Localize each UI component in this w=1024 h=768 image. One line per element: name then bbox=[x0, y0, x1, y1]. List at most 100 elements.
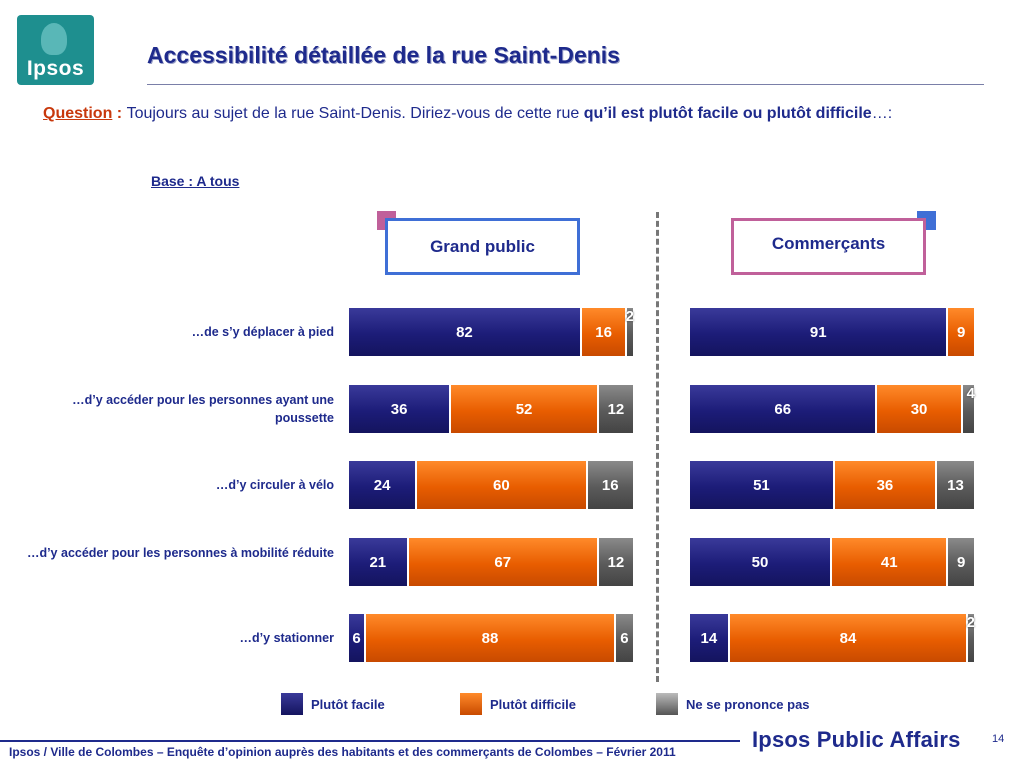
row-label-4: …d’y accéder pour les personnes à mobili… bbox=[26, 546, 334, 560]
bar-segment-plutot-facile: 36 bbox=[349, 385, 452, 433]
data-label: 51 bbox=[753, 476, 770, 494]
bar-segment-plutot-difficile: 52 bbox=[451, 385, 599, 433]
data-label: 16 bbox=[595, 323, 612, 341]
legend-label-plutot-facile: Plutôt facile bbox=[311, 696, 385, 712]
panel-title-commercants: Commerçants bbox=[771, 234, 886, 253]
row-label-2: …d’y accéder pour les personnes ayant un… bbox=[72, 393, 334, 425]
question-text: Question : Toujours au sujet de la rue S… bbox=[43, 102, 980, 126]
bar-row-p1-r4: 21 67 12 bbox=[349, 538, 633, 586]
title-divider bbox=[147, 84, 984, 85]
data-label: 50 bbox=[751, 553, 769, 571]
data-label: 12 bbox=[607, 553, 625, 571]
footer-divider bbox=[0, 740, 740, 742]
data-label: 24 bbox=[373, 476, 391, 494]
data-label: 52 bbox=[515, 400, 533, 418]
data-label: 30 bbox=[910, 400, 928, 418]
row-label-1: …de s’y déplacer à pied bbox=[191, 325, 334, 339]
base-label: Base : A tous bbox=[151, 173, 240, 189]
bar-segment-ne-se-prononce-pas: 9 bbox=[948, 538, 974, 586]
data-label: 6 bbox=[620, 629, 629, 647]
data-label: 36 bbox=[876, 476, 894, 494]
bar-segment-ne-se-prononce-pas: 6 bbox=[615, 614, 633, 662]
bar-segment-plutot-difficile: 88 bbox=[366, 614, 616, 662]
row-label-5: …d’y stationner bbox=[239, 631, 334, 645]
data-label: 82 bbox=[456, 323, 473, 341]
bar-segment-ne-se-prononce-pas: 13 bbox=[937, 461, 974, 509]
bar-segment-plutot-difficile: 41 bbox=[832, 538, 949, 586]
panel-title-grand-public: Grand public bbox=[430, 237, 535, 256]
data-label: 6 bbox=[352, 629, 361, 647]
row-label-3: …d’y circuler à vélo bbox=[215, 478, 334, 492]
legend-label-plutot-difficile: Plutôt difficile bbox=[490, 696, 576, 712]
bar-row-p2-r5: 14 84 2 bbox=[690, 614, 975, 662]
data-label: 2 bbox=[966, 614, 975, 631]
legend-swatch-ne-se-prononce-pas bbox=[656, 693, 678, 715]
bar-segment-plutot-facile: 21 bbox=[349, 538, 409, 586]
bar-row-p2-r1: 91 9 bbox=[690, 308, 974, 356]
legend-swatch-plutot-difficile bbox=[460, 693, 482, 715]
bar-segment-plutot-facile: 91 bbox=[690, 308, 949, 356]
bar-segment-plutot-difficile: 9 bbox=[948, 308, 974, 356]
data-label: 67 bbox=[494, 553, 512, 571]
page-title: Accessibilité détaillée de la rue Saint-… bbox=[147, 42, 620, 68]
legend-swatch-plutot-facile bbox=[281, 693, 303, 715]
question-end: …: bbox=[871, 105, 893, 122]
bar-segment-ne-se-prononce-pas: 16 bbox=[587, 461, 633, 509]
data-label: 84 bbox=[839, 629, 857, 647]
bar-segment-plutot-facile: 51 bbox=[690, 461, 835, 509]
bar-segment-plutot-difficile: 36 bbox=[834, 461, 938, 509]
bar-segment-plutot-facile: 66 bbox=[690, 385, 878, 433]
bar-segment-plutot-difficile: 84 bbox=[729, 614, 969, 662]
data-label: 60 bbox=[493, 476, 510, 494]
panel-header-grand-public: Grand public bbox=[385, 218, 580, 275]
bar-segment-plutot-facile: 50 bbox=[690, 538, 832, 586]
data-label: 88 bbox=[481, 629, 499, 647]
data-label: 9 bbox=[957, 553, 966, 571]
bar-row-p2-r4: 50 41 9 bbox=[690, 538, 974, 586]
bar-segment-plutot-facile: 24 bbox=[349, 461, 418, 509]
ipsos-logo: Ipsos bbox=[17, 15, 94, 85]
bar-segment-plutot-facile: 6 bbox=[349, 614, 367, 662]
data-label: 12 bbox=[607, 400, 625, 418]
bar-segment-ne-se-prononce-pas: 2 bbox=[625, 308, 634, 356]
bar-segment-plutot-facile: 14 bbox=[690, 614, 730, 662]
logo-text: Ipsos bbox=[26, 57, 85, 80]
bar-row-p1-r1: 82 16 2 bbox=[349, 308, 634, 356]
bar-segment-ne-se-prononce-pas: 4 bbox=[962, 385, 975, 433]
legend-label-ne-se-prononce-pas: Ne se prononce pas bbox=[686, 696, 810, 712]
data-label: 4 bbox=[966, 385, 975, 402]
legend-item-plutot-difficile: Plutôt difficile bbox=[460, 693, 576, 715]
data-label: 13 bbox=[947, 476, 964, 494]
footer-text: Ipsos / Ville de Colombes – Enquête d’op… bbox=[9, 745, 676, 759]
logo-head-icon bbox=[41, 23, 67, 55]
bar-row-p1-r3: 24 60 16 bbox=[349, 461, 633, 509]
bar-segment-plutot-difficile: 60 bbox=[417, 461, 588, 509]
page-number: 14 bbox=[992, 733, 1005, 745]
legend-item-ne-se-prononce-pas: Ne se prononce pas bbox=[656, 693, 810, 715]
panel-header-commercants: Commerçants bbox=[731, 218, 926, 275]
bar-segment-ne-se-prononce-pas: 12 bbox=[598, 538, 633, 586]
bar-segment-plutot-difficile: 16 bbox=[581, 308, 628, 356]
data-label: 14 bbox=[700, 629, 718, 647]
bar-row-p2-r2: 66 30 4 bbox=[690, 385, 975, 433]
brand-wordmark: Ipsos Public Affairs bbox=[752, 727, 961, 752]
bar-segment-ne-se-prononce-pas: 2 bbox=[966, 614, 975, 662]
bar-row-p1-r2: 36 52 12 bbox=[349, 385, 633, 433]
bar-segment-plutot-difficile: 67 bbox=[408, 538, 599, 586]
legend-item-plutot-facile: Plutôt facile bbox=[281, 693, 385, 715]
bar-row-p1-r5: 6 88 6 bbox=[349, 614, 633, 662]
data-label: 36 bbox=[390, 400, 408, 418]
bar-segment-plutot-difficile: 30 bbox=[877, 385, 963, 433]
question-colon: : bbox=[112, 105, 127, 122]
data-label: 2 bbox=[625, 308, 634, 325]
bar-row-p2-r3: 51 36 13 bbox=[690, 461, 974, 509]
data-label: 91 bbox=[809, 323, 827, 341]
question-body: Toujours au sujet de la rue Saint-Denis.… bbox=[126, 105, 584, 122]
panel-divider bbox=[656, 212, 659, 682]
data-label: 9 bbox=[957, 323, 966, 341]
bar-segment-ne-se-prononce-pas: 12 bbox=[598, 385, 633, 433]
data-label: 41 bbox=[880, 553, 898, 571]
data-label: 21 bbox=[369, 553, 387, 571]
data-label: 66 bbox=[774, 400, 792, 418]
question-emphasis: qu’il est plutôt facile ou plutôt diffic… bbox=[583, 105, 872, 122]
